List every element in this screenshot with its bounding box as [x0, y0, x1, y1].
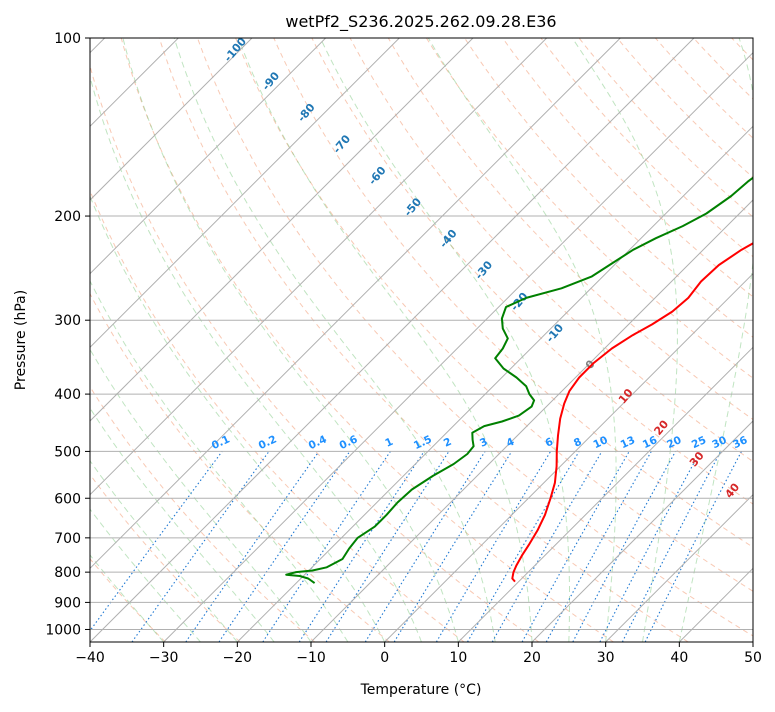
chart-title: wetPf2_S236.2025.262.09.28.E36: [285, 12, 556, 32]
mixing-ratio-line: [600, 451, 700, 642]
mixing-ratio-line: [326, 451, 449, 642]
mixing-ratio-line: [436, 451, 550, 642]
isotherm-line: [90, 38, 694, 642]
mixing-ratio-label: 10: [591, 434, 609, 451]
x-tick-label: 40: [670, 650, 688, 666]
dry-adiabat: [655, 38, 775, 642]
mixing-ratio-line: [263, 451, 391, 642]
y-tick-label: 100: [54, 31, 81, 47]
mixing-ratio-label: 25: [690, 434, 708, 451]
isotherm-line: [0, 38, 326, 642]
y-tick-label: 500: [54, 444, 81, 460]
dry-adiabat-label: -90: [259, 69, 282, 93]
y-tick-label: 1000: [45, 622, 81, 638]
isotherm-line: [385, 38, 775, 642]
y-tick-label: 800: [54, 565, 81, 581]
dry-adiabat-label: 10: [616, 386, 636, 406]
mixing-ratio-label: 16: [641, 434, 659, 451]
moist-adiabat: [0, 38, 311, 642]
dry-adiabat-label: 20: [651, 417, 671, 437]
mixing-ratio-label: 3: [478, 436, 490, 450]
mixing-ratio-line: [219, 451, 350, 642]
dry-adiabat: [0, 38, 315, 642]
y-tick-label: 700: [54, 531, 81, 547]
isotherm-line: [679, 38, 775, 642]
mixing-ratio-label: 20: [665, 434, 683, 451]
y-tick-label: 200: [54, 209, 81, 225]
x-axis-label: Temperature (°C): [360, 682, 482, 698]
mixing-ratio-line: [573, 451, 676, 642]
dry-adiabat-label: 0: [583, 357, 598, 371]
mixing-ratio-label: 0.1: [210, 433, 232, 452]
isotherm-line: [16, 38, 620, 642]
x-tick-label: 30: [597, 650, 615, 666]
moist-adiabat: [81, 38, 422, 642]
mixing-ratio-label: 13: [619, 434, 637, 451]
mixing-ratio-line: [622, 451, 720, 642]
isotherm-line: [0, 38, 399, 642]
dry-adiabat-label: -70: [330, 132, 353, 156]
dry-adiabat-label: -80: [295, 101, 318, 125]
dry-adiabat: [426, 38, 775, 642]
dry-adiabat: [465, 38, 775, 642]
mixing-ratio-label: 0.2: [257, 433, 279, 452]
isotherm-line: [0, 38, 252, 642]
x-tick-label: −10: [296, 650, 326, 666]
mixing-ratio-line: [546, 451, 651, 642]
profiles: [286, 38, 775, 583]
dry-adiabat-label: -10: [543, 321, 566, 345]
isotherm-line: [311, 38, 775, 642]
x-tick-label: −40: [75, 650, 105, 666]
moist-adiabat: [123, 38, 458, 642]
mixing-ratio-label: 8: [572, 436, 584, 450]
dewpoint-line: [286, 38, 775, 583]
dry-adiabat-label: 40: [722, 480, 742, 500]
mixing-ratio-label: 2: [442, 436, 454, 450]
dry-adiabat: [7, 38, 390, 642]
x-tick-label: 10: [449, 650, 467, 666]
y-tick-label: 300: [54, 313, 81, 329]
dry-adiabat-label: -50: [401, 195, 424, 219]
x-tick-label: 0: [380, 650, 389, 666]
y-tick-label: 900: [54, 595, 81, 611]
moist-adiabat: [0, 38, 274, 642]
x-tick-label: 20: [523, 650, 541, 666]
dry-adiabat: [0, 38, 240, 642]
dry-adiabat: [159, 38, 688, 642]
mixing-ratio-line: [468, 451, 580, 642]
isotherm-line: [0, 38, 547, 642]
mixing-ratio-label: 1: [383, 436, 395, 450]
background-lines: [0, 38, 775, 642]
dry-adiabat: [350, 38, 775, 642]
mixing-ratio-line: [82, 451, 222, 642]
x-tick-label: −30: [149, 650, 179, 666]
isotherm-line: [753, 38, 775, 642]
dry-adiabat: [694, 38, 775, 642]
dry-adiabat-label: -60: [366, 164, 389, 188]
y-axis-label: Pressure (hPa): [13, 290, 29, 390]
x-tick-label: 50: [744, 650, 762, 666]
moist-adiabat: [0, 38, 237, 642]
dry-adiabat: [388, 38, 775, 642]
moist-adiabat: [45, 38, 384, 642]
dry-adiabat: [236, 38, 775, 642]
dry-adiabat-label: -30: [472, 258, 495, 282]
mixing-ratio-label: 0.4: [307, 433, 329, 452]
dry-adiabat-label: 30: [687, 449, 707, 469]
dry-adiabat-label: -100: [221, 35, 249, 65]
y-tick-label: 400: [54, 387, 81, 403]
mixing-ratio-label: 36: [731, 434, 749, 451]
dry-adiabat: [770, 38, 775, 642]
x-tick-label: −20: [223, 650, 253, 666]
y-tick-label: 600: [54, 491, 81, 507]
mixing-ratio-line: [522, 451, 629, 642]
